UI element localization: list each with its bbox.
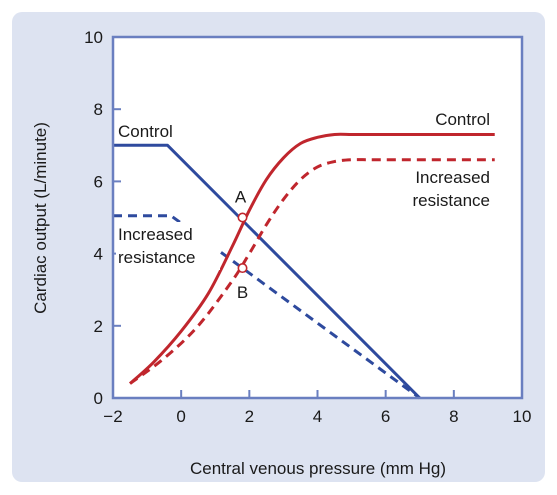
series-label: Control (435, 110, 490, 129)
y-axis-label: Cardiac output (L/minute) (31, 122, 50, 314)
y-tick-label: 0 (94, 389, 103, 408)
x-tick-label: 8 (449, 407, 458, 426)
x-axis-label: Central venous pressure (mm Hg) (190, 459, 446, 478)
series-label: Increased (415, 168, 490, 187)
x-tick-label: 4 (313, 407, 322, 426)
x-tick-label: −2 (103, 407, 122, 426)
series-label: resistance (118, 248, 195, 267)
x-tick-label: 0 (176, 407, 185, 426)
x-tick-label: 6 (381, 407, 390, 426)
point-label-a: A (235, 188, 247, 207)
x-tick-label: 2 (245, 407, 254, 426)
y-tick-label: 2 (94, 317, 103, 336)
series-label: resistance (413, 191, 490, 210)
equilibrium-point-b (238, 264, 246, 272)
point-label-b: B (237, 283, 248, 302)
y-tick-label: 10 (84, 28, 103, 47)
y-tick-label: 8 (94, 100, 103, 119)
series-label: Control (118, 122, 173, 141)
y-tick-label: 4 (94, 245, 103, 264)
equilibrium-point-a (238, 213, 246, 221)
x-tick-label: 10 (513, 407, 532, 426)
y-tick-label: 6 (94, 172, 103, 191)
series-label: Increased (118, 225, 193, 244)
